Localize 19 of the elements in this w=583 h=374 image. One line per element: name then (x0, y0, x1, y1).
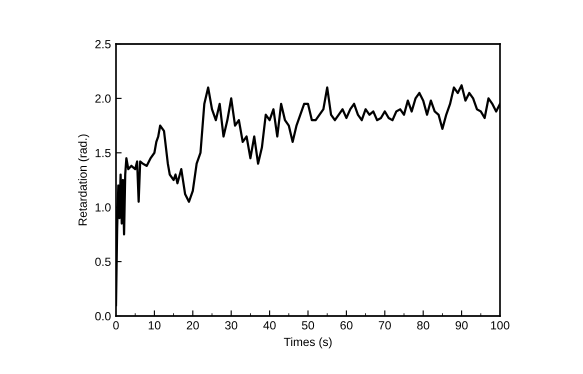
x-tick-label: 50 (302, 321, 314, 330)
x-tick-label: 30 (225, 321, 238, 330)
y-tick-label: 1.0 (96, 203, 111, 212)
x-tick-label: 40 (263, 321, 276, 330)
x-tick-label: 20 (186, 321, 199, 330)
y-tick-label: 0.0 (95, 312, 111, 320)
y-axis-title: Retardation (rad.) (78, 134, 90, 226)
y-tick-label: 2.0 (95, 94, 111, 103)
x-tick-label: 70 (378, 321, 391, 330)
x-tick-label: 60 (340, 321, 353, 330)
y-tick-label: 2.5 (95, 40, 111, 48)
y-tick-label: 0.5 (95, 258, 111, 266)
x-tick-label: 90 (456, 321, 468, 330)
x-axis-title: Times (s) (284, 337, 332, 348)
x-tick-label: 100 (491, 321, 510, 330)
x-tick-label: 10 (148, 321, 161, 330)
x-tick-label: 0 (113, 321, 119, 330)
y-tick-label: 1.5 (96, 148, 111, 158)
x-tick-label: 80 (417, 321, 430, 330)
